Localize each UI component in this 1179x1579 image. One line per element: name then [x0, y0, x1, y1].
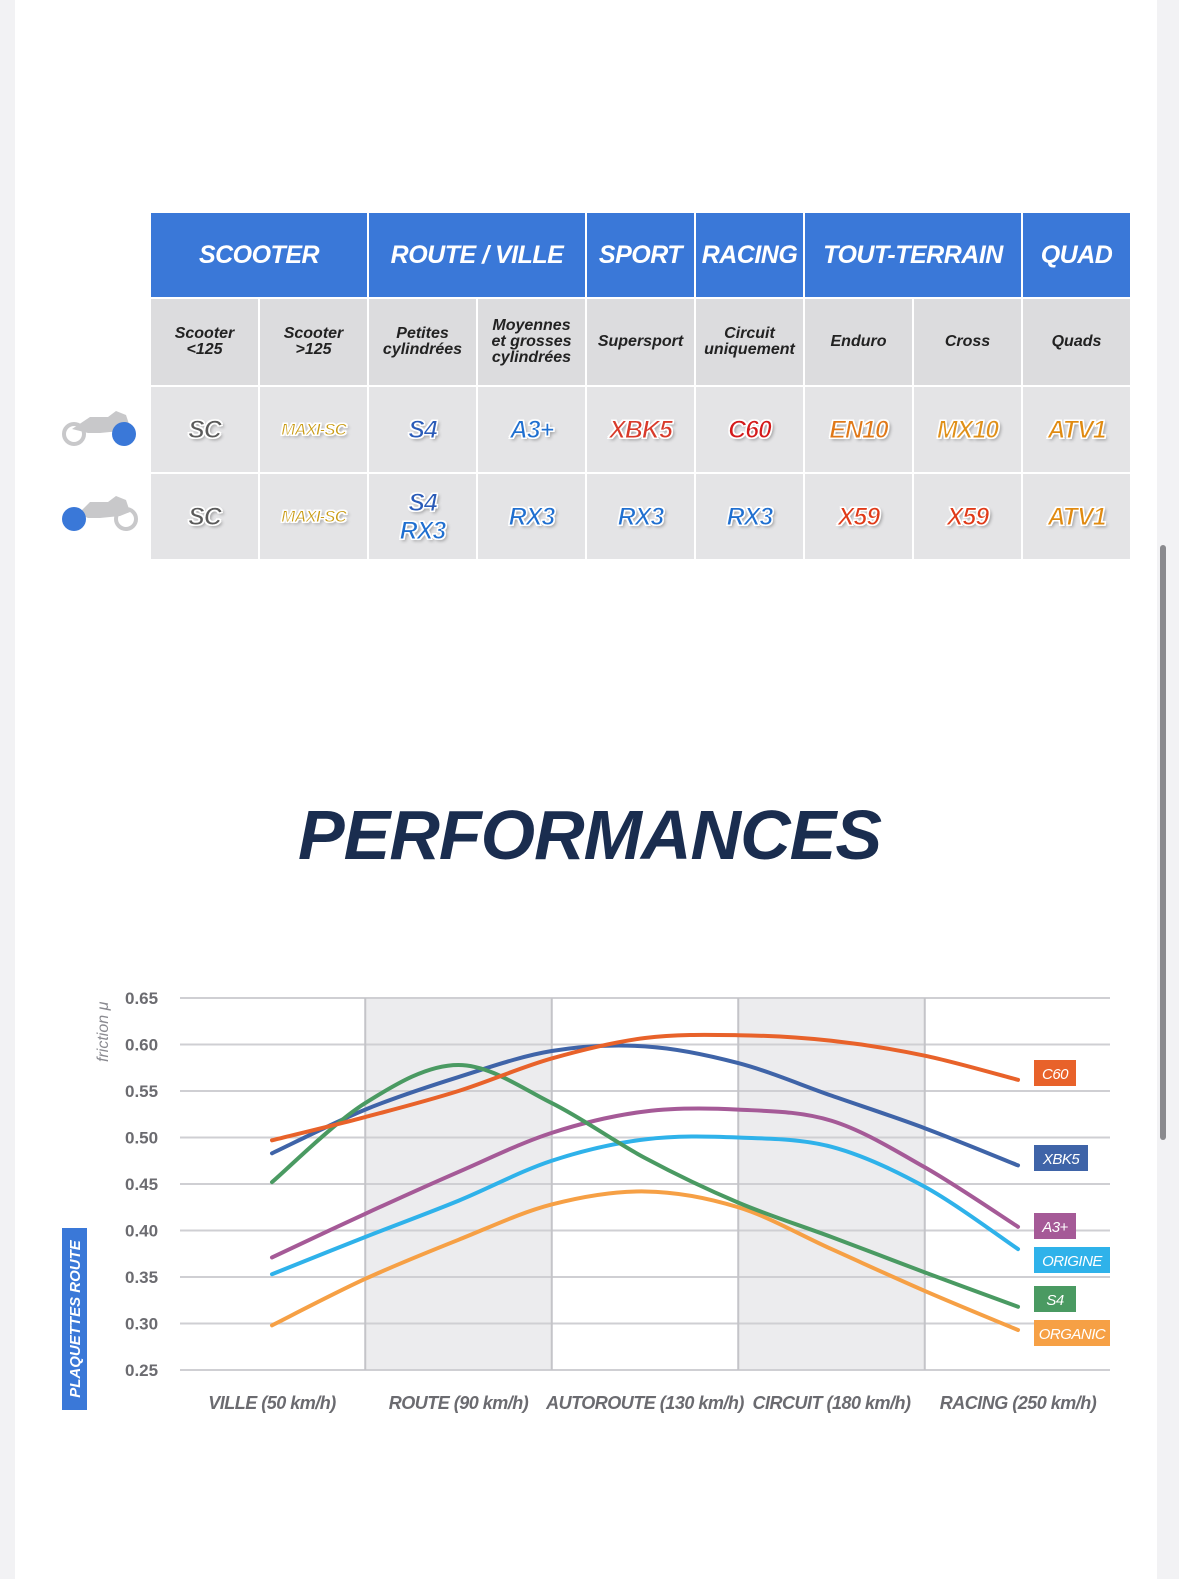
pad-compound-logo: ATV1 — [1047, 415, 1107, 444]
rear-pad-cell: X59 — [914, 474, 1021, 559]
rear-pad-cell: MAXI-SC — [260, 474, 367, 559]
legend-label: XBK5 — [1042, 1151, 1081, 1168]
legend-label: A3+ — [1041, 1219, 1068, 1236]
front-pad-cell: C60 — [696, 387, 803, 472]
pad-compound-logo: RX3 — [726, 502, 774, 531]
legend-box — [1034, 1320, 1110, 1346]
side-label: PLAQUETTES ROUTE — [67, 1239, 84, 1398]
x-tick-label: VILLE (50 km/h) — [208, 1393, 336, 1413]
category-header: RACING — [696, 213, 803, 297]
pad-compound-logo: S4 — [408, 415, 439, 444]
vertical-scrollbar[interactable] — [1160, 545, 1166, 1140]
y-tick-label: 0.35 — [125, 1268, 158, 1287]
pad-compound-logo: XBK5 — [609, 415, 674, 444]
rear-pad-cell: S4 RX3 — [369, 474, 476, 559]
motorcycle-front-wheel-icon — [62, 411, 136, 446]
pad-compound-logo: X59 — [946, 502, 990, 531]
legend-box — [1034, 1060, 1076, 1086]
front-pad-cell: EN10 — [805, 387, 912, 472]
y-tick-label: 0.60 — [125, 1036, 158, 1055]
subcategory-header: Quads — [1023, 299, 1130, 385]
front-pad-cell: A3+ — [478, 387, 585, 472]
front-pad-cell: MAXI-SC — [260, 387, 367, 472]
subcategory-header: Enduro — [805, 299, 912, 385]
y-tick-label: 0.25 — [125, 1361, 158, 1380]
legend-box — [1034, 1145, 1088, 1171]
pad-compound-logo: MAXI-SC — [281, 419, 348, 439]
series-line-origine — [270, 1134, 1020, 1277]
front-pad-cell: SC — [151, 387, 258, 472]
legend-box — [1034, 1213, 1076, 1239]
subcategory-header: Moyennes et grosses cylindrées — [478, 299, 585, 385]
subcategory-header: Supersport — [587, 299, 694, 385]
pad-compound-logo: A3+ — [509, 415, 555, 444]
pad-compound-logo: C60 — [728, 415, 773, 444]
series-line-a3plus — [270, 1106, 1020, 1260]
y-tick-label: 0.50 — [125, 1129, 158, 1148]
x-tick-label: CIRCUIT (180 km/h) — [752, 1393, 911, 1413]
y-tick-label: 0.40 — [125, 1222, 158, 1241]
rear-pad-cell: X59 — [805, 474, 912, 559]
legend-label: ORGANIC — [1039, 1326, 1106, 1343]
x-tick-label: ROUTE (90 km/h) — [389, 1393, 529, 1413]
pad-compound-logo: MAXI-SC — [281, 506, 348, 526]
category-header: SCOOTER — [151, 213, 367, 297]
legend-box — [1034, 1247, 1110, 1273]
pad-compound-logo: X59 — [837, 502, 881, 531]
brake-pad-compatibility-table: SCOOTER ROUTE / VILLE SPORT RACING TOUT-TERR… — [151, 213, 1130, 559]
y-tick-label: 0.65 — [125, 989, 158, 1008]
x-tick-label: RACING (250 km/h) — [940, 1393, 1097, 1413]
subcategory-header: Scooter <125 — [151, 299, 258, 385]
rear-pad-cell: RX3 — [696, 474, 803, 559]
pad-compound-logo: RX3 — [617, 502, 665, 531]
rear-pad-cell: RX3 — [587, 474, 694, 559]
subcategory-header: Scooter >125 — [260, 299, 367, 385]
legend-label: ORIGINE — [1042, 1253, 1103, 1270]
y-axis-label: friction μ — [95, 1001, 112, 1062]
series-line-organic — [270, 1189, 1020, 1333]
rear-pad-cell: RX3 — [478, 474, 585, 559]
category-header: QUAD — [1023, 213, 1130, 297]
pad-compound-logo: ATV1 — [1047, 502, 1107, 531]
subcategory-header: Circuit uniquement — [696, 299, 803, 385]
front-pad-cell: S4 — [369, 387, 476, 472]
motorcycle-rear-wheel-icon — [62, 496, 138, 531]
front-pad-cell: MX10 — [914, 387, 1021, 472]
pad-compound-logo: EN10 — [829, 415, 890, 444]
series-line-s4 — [270, 1062, 1020, 1309]
side-label-box — [62, 1228, 87, 1410]
friction-performance-chart: 0.65 0.60 0.55 0.50 0.45 0.40 0.35 0.30 0.25 VILL… — [62, 989, 1110, 1413]
subcategory-header: Petites cylindrées — [369, 299, 476, 385]
legend-label: S4 — [1046, 1292, 1064, 1309]
y-tick-label: 0.45 — [125, 1175, 158, 1194]
section-title: PERFORMANCES — [297, 796, 882, 874]
pad-compound-logo: MX10 — [936, 415, 999, 444]
y-tick-label: 0.55 — [125, 1082, 158, 1101]
front-pad-cell: XBK5 — [587, 387, 694, 472]
category-header: TOUT-TERRAIN — [805, 213, 1021, 297]
x-tick-label: AUTOROUTE (130 km/h) — [545, 1393, 744, 1413]
rear-pad-cell: SC — [151, 474, 258, 559]
front-pad-cell: ATV1 — [1023, 387, 1130, 472]
legend-box — [1034, 1286, 1076, 1312]
pad-compound-logo: S4 — [408, 488, 439, 517]
category-header: SPORT — [587, 213, 694, 297]
y-tick-label: 0.30 — [125, 1315, 158, 1334]
series-line-xbk5 — [270, 1043, 1020, 1168]
rear-pad-cell: ATV1 — [1023, 474, 1130, 559]
category-header: ROUTE / VILLE — [369, 213, 585, 297]
pad-compound-logo: RX3 — [399, 516, 447, 545]
pad-compound-logo: SC — [188, 502, 223, 531]
pad-compound-logo: RX3 — [508, 502, 556, 531]
subcategory-header: Cross — [914, 299, 1021, 385]
legend-label: C60 — [1042, 1066, 1069, 1083]
pad-compound-logo: SC — [188, 415, 223, 444]
series-line-c60 — [270, 1032, 1020, 1143]
